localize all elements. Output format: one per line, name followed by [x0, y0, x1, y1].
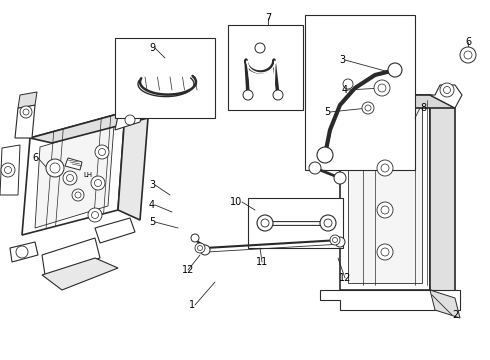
Circle shape	[257, 215, 273, 231]
Polygon shape	[430, 290, 460, 318]
Circle shape	[200, 245, 210, 255]
Circle shape	[388, 63, 402, 77]
Text: 12: 12	[339, 273, 351, 283]
Text: 1: 1	[189, 300, 195, 310]
Bar	[115, 38, 215, 118]
Polygon shape	[348, 103, 422, 283]
Circle shape	[63, 171, 77, 185]
Circle shape	[334, 172, 346, 184]
Polygon shape	[386, 62, 408, 78]
Circle shape	[333, 238, 338, 243]
Circle shape	[324, 219, 332, 227]
Circle shape	[16, 246, 28, 258]
Circle shape	[317, 147, 333, 163]
Circle shape	[255, 43, 265, 53]
Circle shape	[88, 208, 102, 222]
Polygon shape	[115, 108, 143, 130]
Polygon shape	[30, 112, 148, 143]
Circle shape	[377, 202, 393, 218]
Text: 4: 4	[149, 200, 155, 210]
Circle shape	[197, 246, 202, 251]
Polygon shape	[15, 105, 35, 138]
Text: 5: 5	[149, 217, 155, 227]
Circle shape	[75, 192, 81, 198]
Circle shape	[330, 235, 340, 245]
Polygon shape	[340, 95, 455, 108]
Circle shape	[20, 106, 32, 118]
Polygon shape	[118, 112, 148, 220]
Circle shape	[309, 162, 321, 174]
Circle shape	[4, 166, 11, 174]
Polygon shape	[22, 112, 125, 235]
Polygon shape	[95, 218, 135, 243]
Polygon shape	[10, 242, 38, 262]
Circle shape	[374, 80, 390, 96]
Circle shape	[23, 109, 29, 115]
Text: 5: 5	[324, 107, 330, 117]
Circle shape	[92, 212, 98, 219]
Circle shape	[464, 51, 472, 59]
Circle shape	[67, 175, 74, 181]
Circle shape	[320, 215, 336, 231]
Text: 2: 2	[452, 310, 458, 320]
Circle shape	[95, 180, 101, 186]
Circle shape	[362, 102, 374, 114]
Circle shape	[50, 163, 60, 173]
Circle shape	[381, 206, 389, 214]
Text: 12: 12	[182, 265, 194, 275]
Polygon shape	[65, 158, 82, 170]
Circle shape	[273, 90, 283, 100]
Text: 3: 3	[339, 55, 345, 65]
Text: 6: 6	[32, 153, 38, 163]
Bar	[305, 15, 415, 170]
Circle shape	[443, 86, 450, 94]
Circle shape	[377, 244, 393, 260]
Circle shape	[335, 237, 345, 247]
Polygon shape	[18, 92, 37, 108]
Circle shape	[191, 234, 199, 242]
Circle shape	[91, 176, 105, 190]
Circle shape	[243, 90, 253, 100]
Polygon shape	[42, 258, 118, 290]
Circle shape	[381, 164, 389, 172]
Polygon shape	[340, 95, 430, 290]
Circle shape	[440, 83, 454, 97]
Circle shape	[343, 79, 353, 89]
Text: LH: LH	[83, 172, 93, 178]
Circle shape	[125, 115, 135, 125]
Circle shape	[377, 160, 393, 176]
Text: 10: 10	[230, 197, 242, 207]
Circle shape	[381, 248, 389, 256]
Bar	[228, 25, 303, 110]
Circle shape	[72, 189, 84, 201]
Text: 9: 9	[149, 43, 155, 53]
Text: 7: 7	[265, 13, 271, 23]
Circle shape	[378, 84, 386, 92]
Circle shape	[98, 149, 105, 156]
Polygon shape	[430, 85, 462, 108]
Polygon shape	[320, 290, 460, 310]
Text: 11: 11	[256, 257, 268, 267]
Bar	[248, 198, 343, 248]
Text: 8: 8	[420, 103, 426, 113]
Circle shape	[460, 47, 476, 63]
Circle shape	[46, 159, 64, 177]
Circle shape	[365, 105, 371, 111]
Polygon shape	[330, 80, 365, 95]
Polygon shape	[42, 238, 100, 275]
Text: 3: 3	[149, 180, 155, 190]
Circle shape	[95, 145, 109, 159]
Polygon shape	[0, 145, 20, 195]
Polygon shape	[35, 125, 114, 228]
Circle shape	[195, 243, 205, 253]
Polygon shape	[430, 95, 455, 298]
Text: 4: 4	[342, 85, 347, 95]
Text: 6: 6	[465, 37, 471, 47]
Circle shape	[261, 219, 269, 227]
Circle shape	[1, 163, 15, 177]
